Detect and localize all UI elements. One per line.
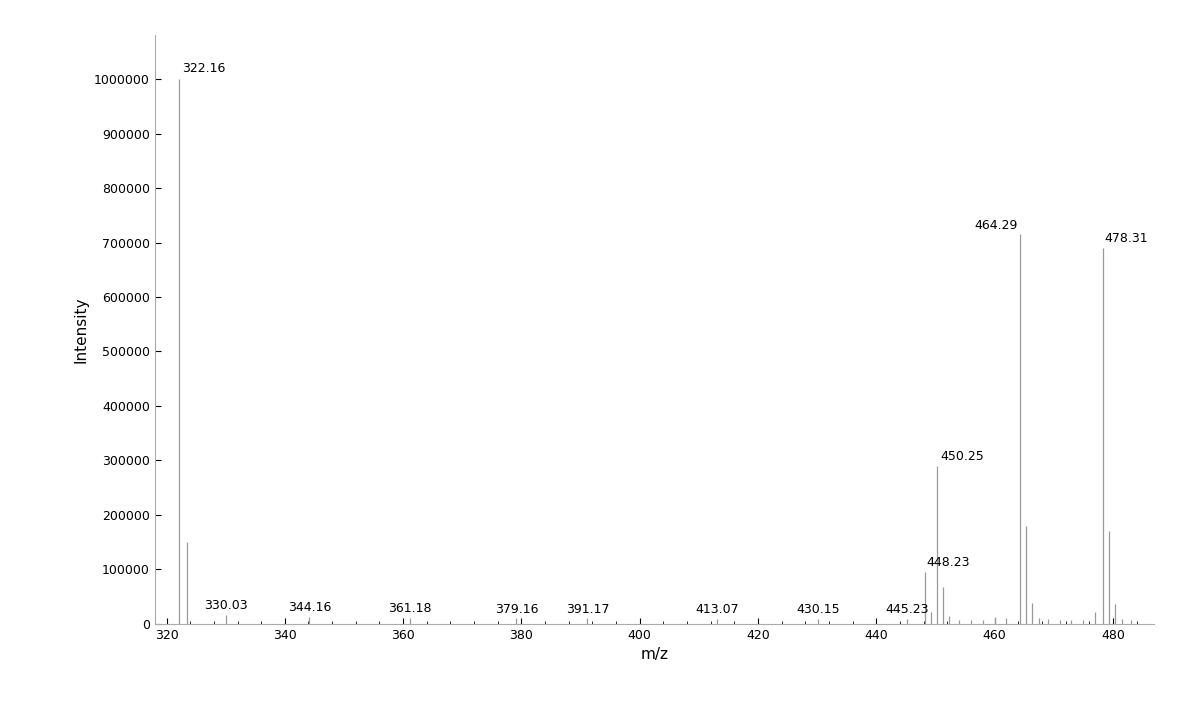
Text: 330.03: 330.03	[203, 600, 248, 613]
Text: 445.23: 445.23	[885, 603, 929, 616]
Text: 322.16: 322.16	[182, 62, 226, 74]
Text: 379.16: 379.16	[495, 603, 538, 615]
Text: 391.17: 391.17	[565, 603, 609, 615]
Text: 450.25: 450.25	[940, 450, 984, 463]
Text: 464.29: 464.29	[975, 218, 1019, 232]
Text: 344.16: 344.16	[288, 601, 331, 614]
Text: 361.18: 361.18	[388, 602, 432, 615]
Text: 448.23: 448.23	[927, 557, 970, 569]
Text: 430.15: 430.15	[796, 603, 840, 616]
X-axis label: m/z: m/z	[640, 647, 669, 662]
Text: 413.07: 413.07	[695, 603, 739, 616]
Y-axis label: Intensity: Intensity	[74, 296, 88, 363]
Text: 478.31: 478.31	[1104, 233, 1148, 245]
